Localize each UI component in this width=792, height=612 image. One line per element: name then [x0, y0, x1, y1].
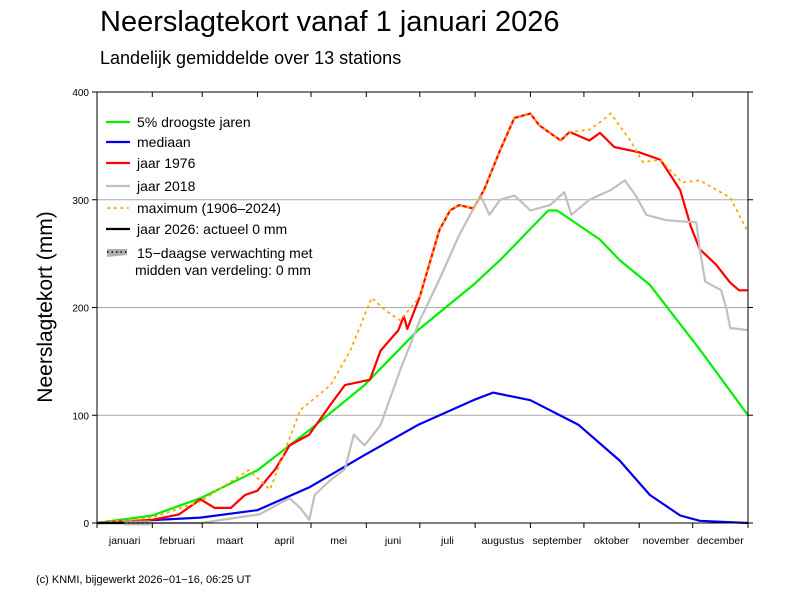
- month-label: oktober: [594, 535, 630, 547]
- legend-swatch-band: [107, 249, 127, 257]
- legend-label: jaar 1976: [136, 155, 196, 171]
- month-label: juni: [384, 535, 401, 547]
- legend-label: maximum (1906–2024): [137, 200, 281, 216]
- y-tick-label: 400: [72, 88, 89, 99]
- legend-label-line2: midden van verdeling: 0 mm: [135, 262, 311, 278]
- month-label: mei: [330, 535, 347, 547]
- series-line: [96, 112, 748, 525]
- series-line: [96, 209, 749, 525]
- chart-subtitle: Landelijk gemiddelde over 13 stations: [100, 48, 401, 68]
- series-line: [96, 391, 749, 525]
- legend-label: jaar 2018: [136, 178, 196, 194]
- series-line: [97, 179, 749, 525]
- month-label: maart: [216, 535, 243, 547]
- y-tick-label: 300: [72, 196, 89, 207]
- month-label: augustus: [481, 535, 524, 547]
- footer-credit: (c) KNMI, bijgewerkt 2026−01−16, 06:25 U…: [36, 574, 252, 586]
- y-tick-label: 100: [72, 411, 89, 422]
- y-axis-label: Neerslagtekort (mm): [34, 211, 57, 402]
- month-label: juli: [440, 535, 454, 547]
- legend-label: mediaan: [137, 134, 191, 150]
- series-line-maximum: [96, 112, 749, 524]
- month-label: september: [532, 535, 582, 547]
- month-label: april: [274, 535, 294, 547]
- legend-label: jaar 2026: actueel 0 mm: [136, 221, 287, 237]
- legend-label: 5% droogste jaren: [137, 114, 251, 130]
- y-tick-label: 200: [72, 304, 89, 315]
- month-label: december: [697, 535, 744, 547]
- month-label: februari: [159, 535, 195, 547]
- month-label: januari: [108, 535, 141, 547]
- y-tick-label: 0: [83, 519, 89, 530]
- chart-title: Neerslagtekort vanaf 1 januari 2026: [100, 6, 559, 38]
- legend-label: 15−daagse verwachting met: [137, 245, 313, 261]
- month-label: november: [643, 535, 690, 547]
